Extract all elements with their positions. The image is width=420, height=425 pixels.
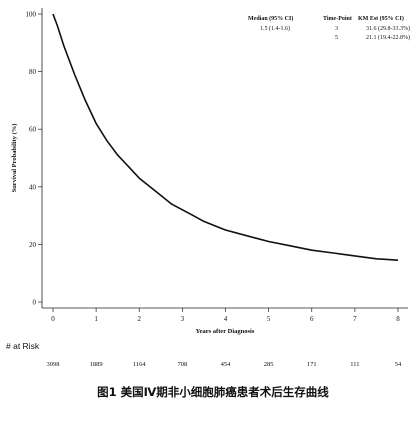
x-tick-label: 1 bbox=[94, 315, 98, 323]
x-tick-label: 5 bbox=[267, 315, 271, 323]
legend-row-est: 31.6 (29.8-33.3%) bbox=[366, 25, 410, 32]
x-tick-label: 8 bbox=[396, 315, 400, 323]
x-tick-label: 7 bbox=[353, 315, 357, 323]
y-tick-label: 100 bbox=[26, 11, 37, 19]
risk-value: 171 bbox=[307, 361, 317, 368]
legend-header-timepoint: Time-Point bbox=[323, 16, 352, 22]
x-tick-label: 6 bbox=[310, 315, 314, 323]
risk-value: 54 bbox=[395, 361, 402, 368]
y-axis-title: Survival Probability (%) bbox=[11, 124, 18, 193]
figure-caption: 图1 美国Ⅳ期非小细胞肺癌患者术后生存曲线 bbox=[97, 385, 329, 399]
x-ticks: 0 1 2 3 4 5 6 7 8 bbox=[51, 308, 400, 323]
legend: Median (95% CI) Time-Point KM Est (95% C… bbox=[248, 15, 410, 41]
risk-value: 3098 bbox=[47, 361, 60, 368]
risk-table-values: 3098 1889 1164 708 454 285 171 111 54 bbox=[47, 361, 403, 368]
y-tick-label: 60 bbox=[29, 126, 37, 134]
y-tick-label: 80 bbox=[29, 68, 37, 76]
legend-header-km-est: KM Est (95% CI) bbox=[358, 15, 404, 22]
y-ticks: 0 20 40 60 80 100 bbox=[26, 11, 42, 307]
risk-value: 285 bbox=[264, 361, 274, 368]
y-tick-label: 40 bbox=[29, 183, 37, 191]
risk-value: 1164 bbox=[133, 361, 147, 368]
survival-curve-line bbox=[52, 13, 399, 261]
legend-header-median: Median (95% CI) bbox=[248, 15, 293, 22]
risk-value: 1889 bbox=[90, 361, 103, 368]
legend-row-est: 21.1 (19.4-22.8%) bbox=[366, 34, 410, 41]
risk-value: 708 bbox=[178, 361, 188, 368]
x-axis-title: Years after Diagnosis bbox=[196, 328, 255, 335]
x-tick-label: 4 bbox=[224, 315, 228, 323]
legend-row-time: 5 bbox=[335, 35, 338, 41]
x-tick-label: 3 bbox=[181, 315, 185, 323]
risk-table-title: # at Risk bbox=[6, 341, 40, 351]
y-tick-label: 0 bbox=[33, 299, 37, 307]
y-tick-label: 20 bbox=[29, 241, 37, 249]
x-tick-label: 0 bbox=[51, 315, 55, 323]
legend-median-value: 1.5 (1.4-1.6) bbox=[260, 25, 290, 32]
legend-row-time: 3 bbox=[335, 26, 338, 32]
risk-value: 454 bbox=[221, 361, 232, 368]
x-tick-label: 2 bbox=[138, 315, 142, 323]
risk-value: 111 bbox=[350, 361, 359, 368]
